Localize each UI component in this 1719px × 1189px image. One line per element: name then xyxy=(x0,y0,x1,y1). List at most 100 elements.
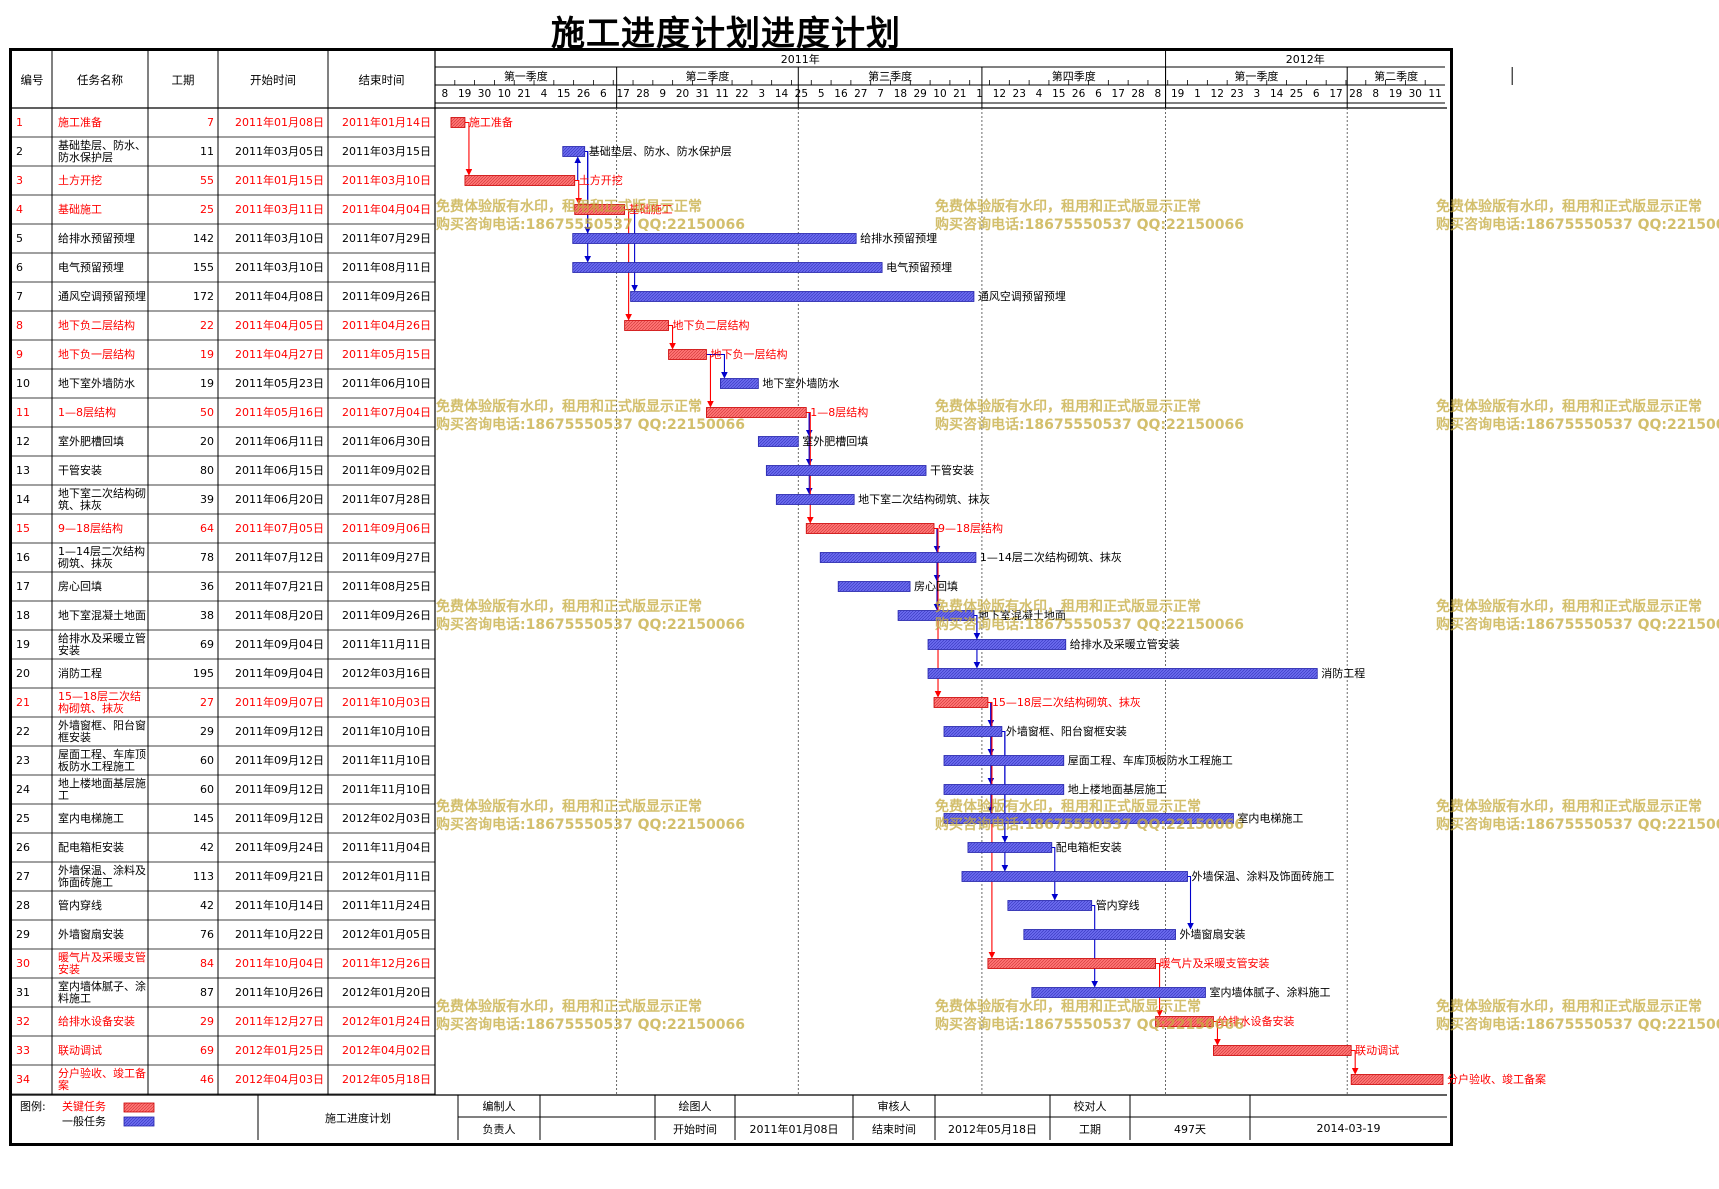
gantt-bar xyxy=(450,117,466,128)
week-tick-label: 1 xyxy=(976,88,983,100)
week-tick-label: 27 xyxy=(854,88,868,100)
task-id: 5 xyxy=(16,232,23,245)
week-tick-label: 30 xyxy=(477,88,492,100)
footer-duration_label: 工期 xyxy=(1079,1122,1101,1136)
task-start: 2011年07月05日 xyxy=(235,522,324,535)
quarter-label: 第四季度 xyxy=(1051,70,1096,83)
task-id: 17 xyxy=(16,580,30,593)
task-id: 11 xyxy=(16,406,30,419)
legend-critical-swatch xyxy=(123,1102,155,1113)
week-tick-label: 31 xyxy=(695,88,710,100)
week-tick-label: 19 xyxy=(1170,88,1185,100)
task-name: 1—8层结构 xyxy=(58,405,116,419)
task-start: 2012年01月25日 xyxy=(235,1044,324,1057)
task-start: 2011年07月12日 xyxy=(235,551,324,564)
gantt-bar-label: 土方开挖 xyxy=(578,174,623,187)
task-id: 18 xyxy=(16,609,30,622)
task-end: 2011年11月10日 xyxy=(342,754,431,767)
task-name: 分户验收、竣工备案 xyxy=(58,1066,146,1092)
task-id: 31 xyxy=(16,986,30,999)
task-id: 10 xyxy=(16,377,30,390)
gantt-bar xyxy=(464,175,576,186)
gantt-bar xyxy=(933,697,989,708)
task-start: 2011年09月12日 xyxy=(235,783,324,796)
footer-drawer xyxy=(735,1095,853,1117)
week-tick-label: 23 xyxy=(1230,88,1244,100)
gantt-bar xyxy=(574,204,626,215)
dependency-link xyxy=(584,150,592,263)
gantt-bar xyxy=(897,610,975,621)
task-start: 2011年03月10日 xyxy=(235,232,324,245)
week-tick-label: 20 xyxy=(675,88,690,100)
gantt-bar xyxy=(987,958,1156,969)
task-end: 2011年07月04日 xyxy=(342,406,431,419)
task-end: 2011年01月14日 xyxy=(342,116,431,129)
gantt-bar xyxy=(943,726,1003,737)
week-tick-label: 8 xyxy=(1372,88,1380,100)
task-id: 29 xyxy=(16,928,30,941)
task-start: 2011年06月15日 xyxy=(235,464,324,477)
task-end: 2011年04月26日 xyxy=(342,319,431,332)
footer-end: 2012年05月18日 xyxy=(948,1122,1037,1136)
week-tick-label: 6 xyxy=(599,88,607,100)
gantt-bar-label: 地下负一层结构 xyxy=(710,348,788,361)
quarter-label: 第一季度 xyxy=(1234,70,1279,83)
task-duration: 19 xyxy=(200,348,214,361)
task-duration: 60 xyxy=(200,754,214,767)
week-tick-label: 22 xyxy=(735,88,749,100)
dependency-link xyxy=(973,614,981,669)
dependency-link xyxy=(1051,846,1059,901)
week-tick-label: 26 xyxy=(1071,88,1086,100)
gantt-bar xyxy=(1350,1074,1444,1085)
task-duration: 69 xyxy=(200,1044,214,1057)
gantt-bar xyxy=(1023,929,1176,940)
gantt-bar xyxy=(562,146,586,157)
task-start: 2011年04月08日 xyxy=(235,290,324,303)
task-duration: 29 xyxy=(200,1015,214,1028)
dependency-link xyxy=(464,121,473,176)
task-id: 22 xyxy=(16,725,30,738)
task-duration: 60 xyxy=(200,783,214,796)
gantt-bar-label: 给排水预留预埋 xyxy=(860,232,938,245)
gantt-bar-label: 基础施工 xyxy=(628,203,673,216)
task-start: 2011年09月12日 xyxy=(235,812,324,825)
week-tick-label: 23 xyxy=(1012,88,1026,100)
gantt-bar-label: 地下负二层结构 xyxy=(672,319,750,332)
task-duration: 25 xyxy=(200,203,214,216)
task-end: 2011年11月10日 xyxy=(342,783,431,796)
gantt-bar-label: 分户验收、竣工备案 xyxy=(1447,1073,1546,1086)
gantt-bar-label: 消防工程 xyxy=(1321,667,1366,680)
week-tick-label: 17 xyxy=(1111,88,1125,100)
task-end: 2012年03月16日 xyxy=(342,667,431,680)
week-tick-label: 28 xyxy=(1349,88,1363,100)
task-duration: 195 xyxy=(193,667,214,680)
week-tick-label: 28 xyxy=(1131,88,1145,100)
task-name: 屋面工程、车库顶板防水工程施工 xyxy=(58,747,146,773)
dependency-link xyxy=(574,156,582,182)
dependency-link xyxy=(706,353,728,379)
task-start: 2011年09月07日 xyxy=(235,696,324,709)
task-name: 给排水预留预埋 xyxy=(58,231,135,245)
week-tick-label: 7 xyxy=(877,88,884,100)
task-id: 2 xyxy=(16,145,23,158)
gantt-bar-label: 联动调试 xyxy=(1355,1044,1400,1057)
task-duration: 29 xyxy=(200,725,214,738)
week-tick-label: 3 xyxy=(1253,88,1261,100)
task-id: 25 xyxy=(16,812,30,825)
task-id: 24 xyxy=(16,783,30,796)
week-tick-label: 14 xyxy=(1269,88,1284,100)
dependency-link xyxy=(624,208,638,292)
footer-start: 2011年01月08日 xyxy=(749,1122,839,1136)
task-end: 2011年10月10日 xyxy=(342,725,431,738)
week-tick-label: 12 xyxy=(992,88,1007,100)
gantt-bar xyxy=(630,291,975,302)
task-start: 2011年06月11日 xyxy=(235,435,324,448)
dependency-link xyxy=(1001,730,1009,872)
gantt-bar-label: 配电箱柜安装 xyxy=(1055,841,1122,854)
task-duration: 76 xyxy=(200,928,214,941)
task-id: 19 xyxy=(16,638,30,651)
task-end: 2012年01月05日 xyxy=(342,928,431,941)
footer-checker xyxy=(1130,1095,1250,1117)
task-duration: 113 xyxy=(193,870,214,883)
task-start: 2011年01月08日 xyxy=(235,116,324,129)
